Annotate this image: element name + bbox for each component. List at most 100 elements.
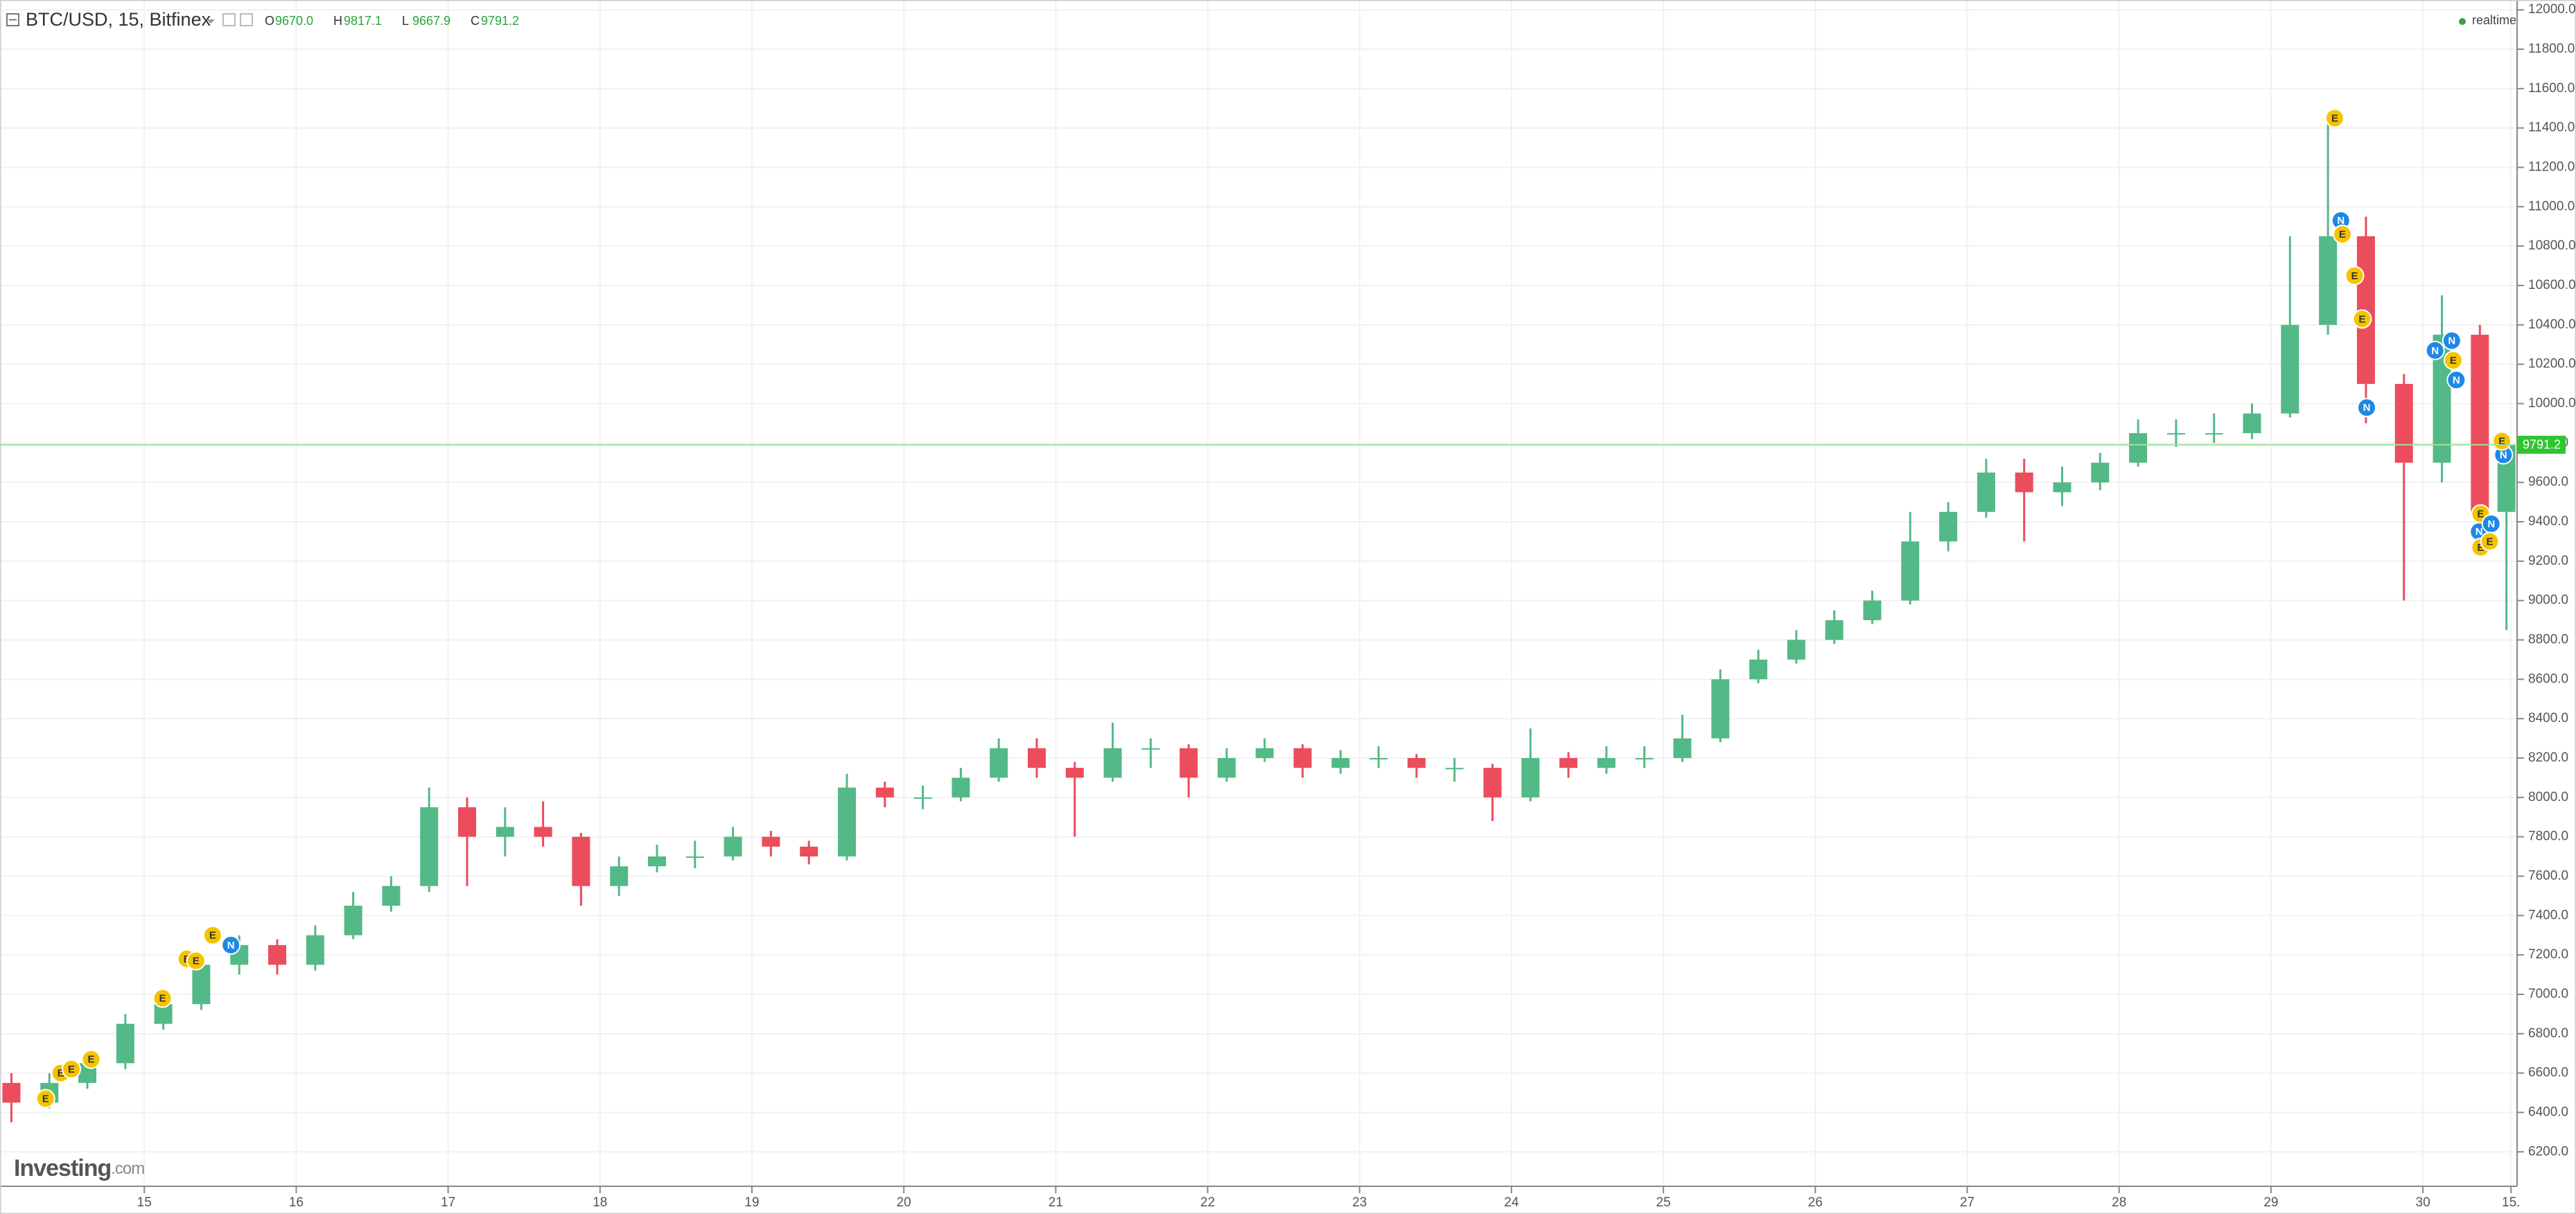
- event-marker: [2357, 398, 2377, 418]
- y-tick-label: 10200.0: [2528, 357, 2576, 371]
- event-label: E: [2498, 435, 2505, 447]
- event-marker: [2332, 225, 2352, 245]
- candle-body: [1559, 757, 1578, 768]
- candle-body: [1180, 748, 1198, 778]
- y-tick-label: 10600.0: [2528, 278, 2576, 292]
- y-tick-label: 6600.0: [2528, 1066, 2568, 1080]
- event-label: E: [58, 1068, 64, 1080]
- candle-body: [875, 787, 894, 798]
- status: realtime: [2472, 13, 2516, 27]
- x-tick-label: 26: [1808, 1195, 1823, 1210]
- ohlc-value: 9667.9: [412, 14, 450, 28]
- event-marker: [2443, 350, 2463, 370]
- y-tick-label: 8600.0: [2528, 671, 2568, 686]
- x-tick-label: 15.: [2502, 1195, 2520, 1210]
- x-tick-label: 21: [1049, 1195, 1063, 1210]
- y-tick-label: 11800.0: [2528, 42, 2575, 56]
- candle-body: [1217, 757, 1236, 778]
- y-tick-label: 7400.0: [2528, 908, 2568, 922]
- candle-body: [913, 797, 932, 799]
- y-tick-label: 11400.0: [2528, 121, 2575, 135]
- y-tick-label: 6200.0: [2528, 1144, 2568, 1159]
- ohlc-value: 9817.1: [344, 14, 382, 28]
- collapse-button[interactable]: [6, 13, 19, 26]
- grid: [0, 0, 2517, 1186]
- candle-body: [1483, 768, 1502, 798]
- y-tick-label: 9600.0: [2528, 475, 2568, 489]
- x-tick-label: 18: [593, 1195, 607, 1210]
- candle-body: [2243, 413, 2261, 434]
- event-marker: [2324, 108, 2345, 128]
- event-label: E: [2477, 542, 2484, 554]
- candle-body: [572, 836, 590, 886]
- x-tick-label: 20: [897, 1195, 911, 1210]
- y-tick-label: 7600.0: [2528, 868, 2568, 883]
- candle-body: [762, 836, 780, 847]
- symbol-title: BTC/USD, 15, Bitfinex: [26, 9, 211, 30]
- y-tick-label: 9000.0: [2528, 593, 2568, 608]
- event-label: N: [2431, 345, 2439, 357]
- candle-body: [2129, 433, 2148, 463]
- candle-body: [2319, 236, 2338, 325]
- event-marker: [2480, 531, 2500, 552]
- event-marker: [62, 1059, 82, 1079]
- ohlc-label: H: [333, 14, 342, 28]
- candle-body: [1521, 757, 1540, 798]
- ohlc-value: 9670.0: [275, 14, 313, 28]
- candle-body: [1141, 748, 1160, 750]
- dropdown-arrow[interactable]: [207, 19, 215, 24]
- event-marker: [2345, 265, 2365, 285]
- candle-body: [610, 866, 629, 886]
- candle-body: [306, 935, 324, 965]
- x-tick-label: 25: [1656, 1195, 1671, 1210]
- last-price-tag: [2517, 435, 2566, 454]
- candle-body: [458, 807, 477, 837]
- event-marker: [2442, 331, 2462, 351]
- y-tick-label: 6800.0: [2528, 1026, 2568, 1041]
- x-tick-label: 27: [1960, 1195, 1974, 1210]
- y-tick-label: 8200.0: [2528, 750, 2568, 765]
- ohlc-label: L: [402, 14, 409, 28]
- last-price-label: 9791.2: [2523, 438, 2561, 452]
- y-tick-label: 8000.0: [2528, 790, 2568, 804]
- x-tick-label: 17: [441, 1195, 455, 1210]
- candle-body: [1977, 472, 1995, 512]
- candle-body: [2471, 335, 2489, 512]
- candle-body: [1901, 541, 1920, 601]
- logo-name: Investing: [14, 1155, 111, 1181]
- event-label: E: [159, 993, 166, 1005]
- candle-body: [952, 777, 970, 798]
- event-label: E: [2358, 313, 2365, 325]
- event-label: N: [2363, 402, 2371, 414]
- candles: [2, 118, 2516, 1123]
- candle-body: [1255, 748, 1274, 758]
- settings-button[interactable]: [222, 13, 236, 26]
- y-tick-label: 7200.0: [2528, 947, 2568, 962]
- y-tick-label: 6400.0: [2528, 1105, 2568, 1119]
- ohlc-value: 9791.2: [481, 14, 519, 28]
- candle-body: [2, 1082, 21, 1103]
- candle-body: [1445, 768, 1464, 770]
- event-label: N: [2500, 449, 2507, 461]
- event-marker: [202, 925, 222, 945]
- candle-body: [116, 1023, 134, 1064]
- y-tick-label: 7800.0: [2528, 829, 2568, 844]
- close-button[interactable]: [240, 13, 253, 26]
- candle-body: [1863, 600, 1882, 621]
- candle-body: [1787, 640, 1805, 660]
- y-tick-label: 11600.0: [2528, 81, 2575, 96]
- x-tick-label: 19: [744, 1195, 759, 1210]
- candle-body: [1939, 511, 1958, 542]
- x-tick-label: 28: [2112, 1195, 2126, 1210]
- candle-body: [1065, 768, 1084, 778]
- candle-body: [1825, 620, 1843, 640]
- y-tick-label: 12000.0: [2528, 2, 2576, 17]
- x-tick-label: 16: [289, 1195, 304, 1210]
- x-tick-label: 24: [1504, 1195, 1519, 1210]
- event-label: E: [88, 1054, 95, 1066]
- y-tick-label: 10800.0: [2528, 238, 2576, 253]
- y-tick-label: 9200.0: [2528, 554, 2568, 568]
- candle-body: [1711, 679, 1730, 739]
